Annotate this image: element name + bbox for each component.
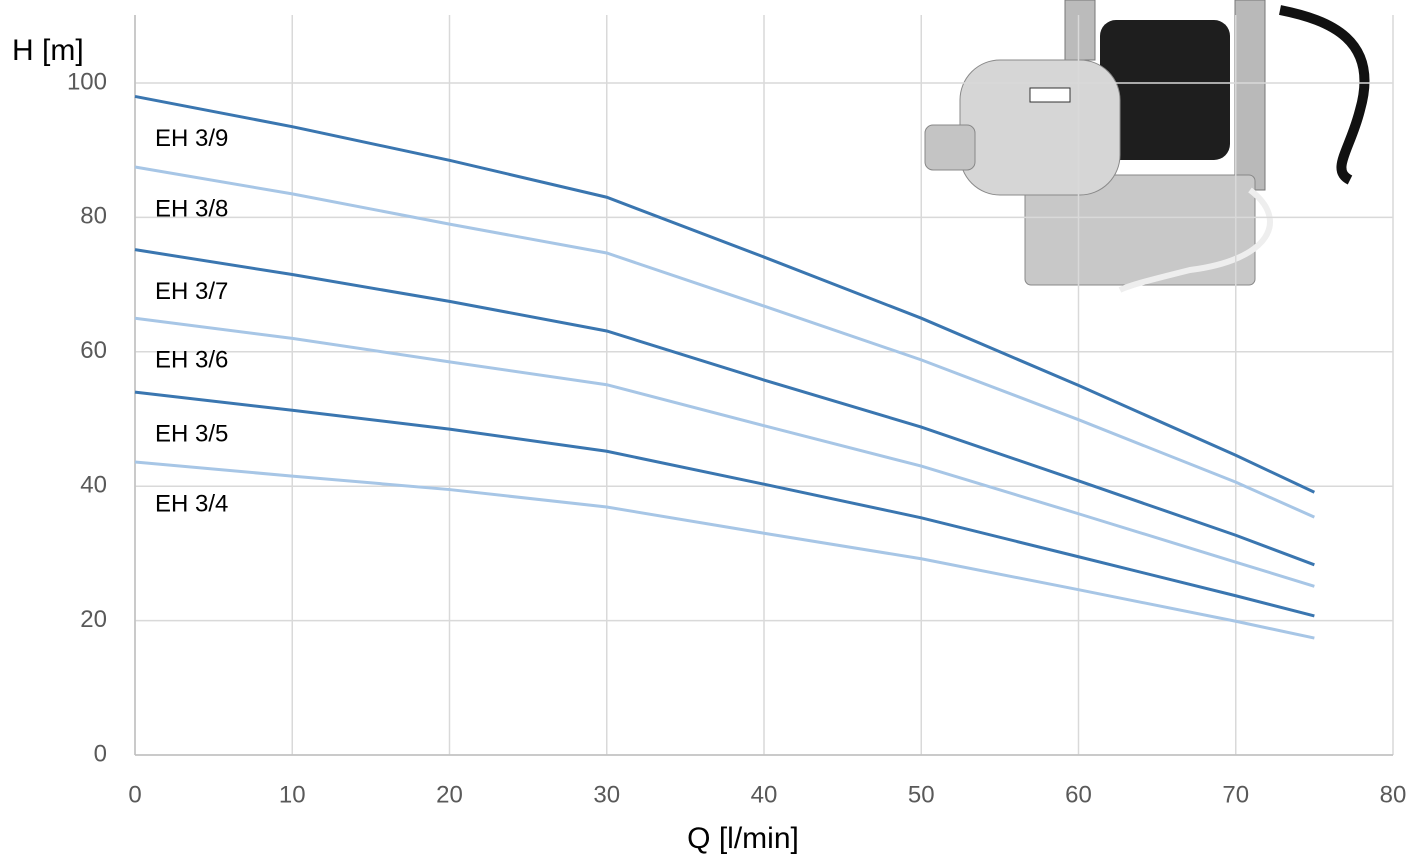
y-tick-label: 100 — [67, 68, 107, 95]
y-tick-label: 40 — [80, 472, 107, 499]
pump-photo — [924, 0, 1370, 293]
x-tick-label: 80 — [1380, 781, 1407, 808]
y-tick-label: 60 — [80, 337, 107, 364]
series-line — [134, 165, 1315, 519]
x-axis-title: Q [l/min] — [687, 822, 799, 855]
x-tick-label: 10 — [279, 781, 306, 808]
series-label: EH 3/7 — [155, 278, 228, 305]
series-label: EH 3/9 — [155, 125, 228, 152]
series-label: EH 3/8 — [155, 195, 228, 222]
x-tick-label: 30 — [593, 781, 620, 808]
series-line — [134, 460, 1315, 640]
series-label: EH 3/4 — [155, 490, 228, 517]
x-tick-label: 60 — [1065, 781, 1092, 808]
x-tick-label: 70 — [1222, 781, 1249, 808]
y-axis-title: H [m] — [12, 34, 84, 67]
y-tick-label: 0 — [94, 740, 107, 767]
x-tick-label: 50 — [908, 781, 935, 808]
x-tick-label: 20 — [436, 781, 463, 808]
series-line — [134, 94, 1316, 494]
x-tick-label: 0 — [128, 781, 141, 808]
series-label: EH 3/6 — [155, 347, 228, 374]
y-tick-label: 20 — [80, 606, 107, 633]
y-tick-label: 80 — [80, 203, 107, 230]
series-label: EH 3/5 — [155, 420, 228, 447]
series-line — [134, 248, 1315, 567]
series-line — [134, 316, 1315, 588]
x-tick-label: 40 — [751, 781, 778, 808]
series-line — [134, 390, 1315, 618]
